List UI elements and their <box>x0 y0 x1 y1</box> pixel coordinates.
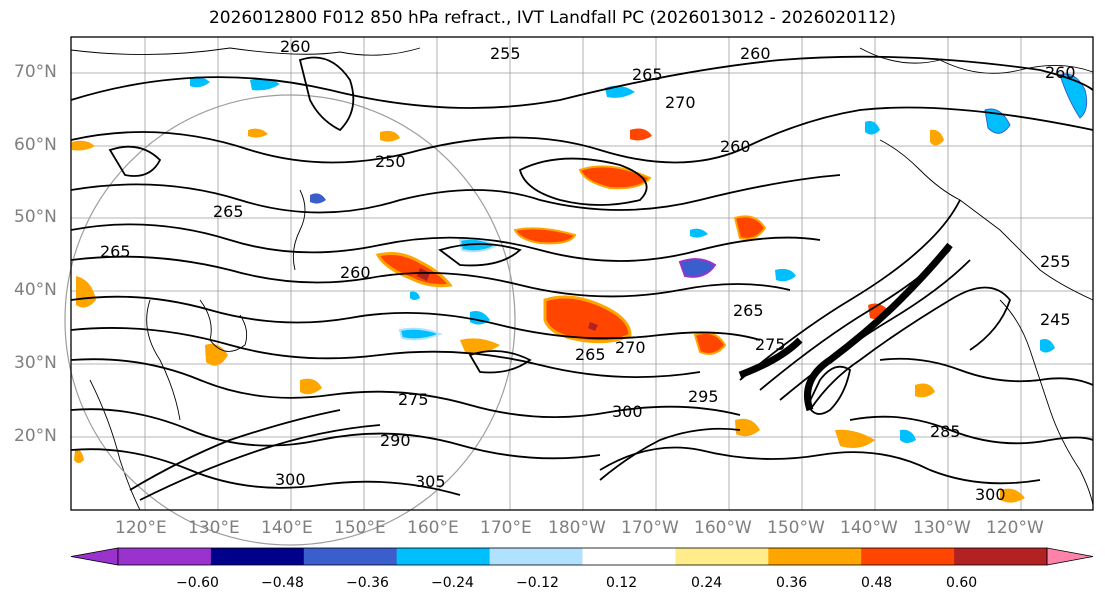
lat-label-60n: 60°N <box>14 135 57 155</box>
svg-text:260: 260 <box>340 263 371 282</box>
colorbar-tick: −0.24 <box>431 575 474 591</box>
svg-text:300: 300 <box>975 485 1006 504</box>
colorbar-arrow-high <box>1046 547 1094 566</box>
lat-label-20n: 20°N <box>14 426 57 446</box>
svg-text:285: 285 <box>930 422 961 441</box>
svg-text:260: 260 <box>740 44 771 63</box>
lon-label-160e: 160°E <box>407 518 459 538</box>
lon-label-130w: 130°W <box>913 518 971 538</box>
map-border <box>70 36 1094 511</box>
colorbar-tick: −0.12 <box>516 575 559 591</box>
jet-contour-bundle <box>738 242 953 412</box>
svg-text:300: 300 <box>612 402 643 421</box>
lon-label-120w: 120°W <box>986 518 1044 538</box>
colorbar-tick: −0.60 <box>176 575 219 591</box>
colorbar-tick: 0.60 <box>946 575 978 591</box>
svg-text:260: 260 <box>1045 63 1076 82</box>
svg-text:260: 260 <box>280 37 311 56</box>
svg-text:245: 245 <box>1040 310 1071 329</box>
colorbar-segment <box>675 548 769 565</box>
svg-text:265: 265 <box>733 301 764 320</box>
lat-label-50n: 50°N <box>14 207 57 227</box>
lat-label-70n: 70°N <box>14 62 57 82</box>
svg-text:275: 275 <box>755 335 786 354</box>
map-title: 2026012800 F012 850 hPa refract., IVT La… <box>208 8 896 28</box>
colorbar-segment <box>954 548 1048 565</box>
svg-text:270: 270 <box>615 338 646 357</box>
contour-labels: 260 255 265 270 260 250 265 265 260 265 … <box>100 37 1076 504</box>
svg-text:255: 255 <box>490 44 521 63</box>
svg-text:275: 275 <box>398 390 429 409</box>
colorbar-segment <box>489 548 583 565</box>
region-circle <box>64 94 516 546</box>
svg-text:295: 295 <box>688 387 719 406</box>
lon-label-140w: 140°W <box>840 518 898 538</box>
colorbar-segment <box>768 548 862 565</box>
svg-text:270: 270 <box>665 93 696 112</box>
lon-label-170w: 170°W <box>621 518 679 538</box>
colorbar-segment <box>582 548 676 565</box>
svg-text:265: 265 <box>632 65 663 84</box>
svg-text:260: 260 <box>720 137 751 156</box>
lon-label-120e: 120°E <box>115 518 167 538</box>
colorbar-tick: 0.48 <box>861 575 893 591</box>
lon-label-150w: 150°W <box>767 518 825 538</box>
lon-label-140e: 140°E <box>261 518 313 538</box>
svg-text:255: 255 <box>1040 252 1071 271</box>
shaded-anomalies <box>72 73 1088 503</box>
colorbar-tick: −0.36 <box>346 575 389 591</box>
colorbar-arrow-low <box>70 547 119 566</box>
coastlines <box>70 47 1094 511</box>
gridlines <box>71 37 1093 510</box>
colorbar <box>70 547 1094 566</box>
colorbar-tick: 0.12 <box>606 575 638 591</box>
colorbar-tick: −0.48 <box>261 575 304 591</box>
svg-text:305: 305 <box>415 472 446 491</box>
svg-text:265: 265 <box>213 202 244 221</box>
refractivity-contours <box>70 55 1094 501</box>
svg-text:300: 300 <box>275 470 306 489</box>
lat-label-30n: 30°N <box>14 353 57 373</box>
svg-text:265: 265 <box>100 242 131 261</box>
lon-label-130e: 130°E <box>188 518 240 538</box>
lat-label-40n: 40°N <box>14 280 57 300</box>
lon-label-170e: 170°E <box>480 518 532 538</box>
lon-label-180w: 180°W <box>548 518 606 538</box>
colorbar-segment <box>118 548 212 565</box>
lon-label-150e: 150°E <box>334 518 386 538</box>
colorbar-segment <box>396 548 491 565</box>
svg-text:290: 290 <box>380 431 411 450</box>
svg-text:265: 265 <box>575 345 606 364</box>
colorbar-segment <box>303 548 398 565</box>
colorbar-segment <box>210 548 305 565</box>
colorbar-tick: 0.36 <box>776 575 808 591</box>
lon-label-160w: 160°W <box>694 518 752 538</box>
svg-text:250: 250 <box>375 152 406 171</box>
colorbar-segment <box>861 548 955 565</box>
colorbar-tick: 0.24 <box>691 575 723 591</box>
colorbar-border <box>117 547 1048 566</box>
